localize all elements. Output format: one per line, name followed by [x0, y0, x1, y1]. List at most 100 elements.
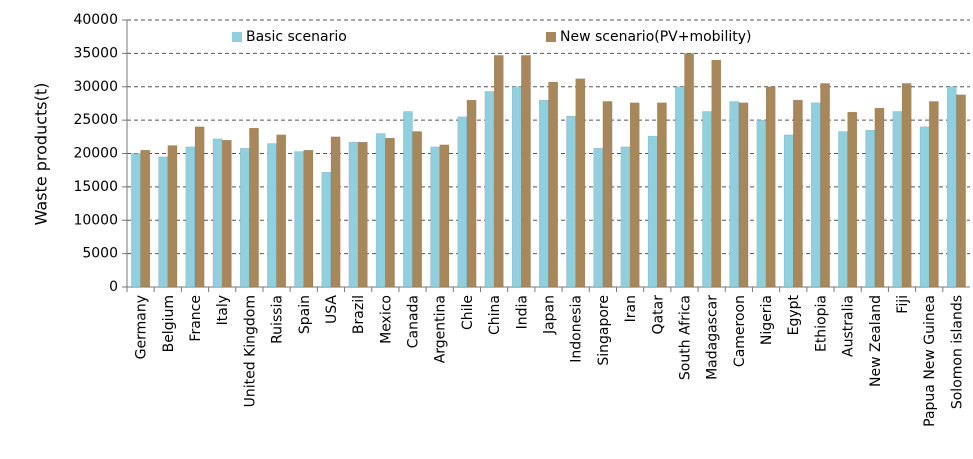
bar	[457, 116, 468, 288]
x-tick-label: Nigeria	[759, 295, 775, 345]
bar	[131, 153, 141, 288]
bar	[919, 126, 930, 288]
x-tick-label: Germany	[134, 295, 150, 359]
bar	[820, 83, 830, 288]
bar	[140, 149, 151, 288]
bar	[330, 136, 341, 288]
bar	[484, 91, 495, 288]
bar	[221, 139, 232, 288]
legend-label: Basic scenario	[246, 29, 347, 45]
bar	[629, 102, 640, 288]
y-tick-label: 20000	[73, 146, 118, 162]
x-tick-label: Cameroon	[732, 295, 748, 367]
x-tick-label: Papua New Guinea	[922, 295, 938, 427]
bar	[249, 127, 259, 288]
bar	[321, 171, 332, 288]
bar	[439, 144, 450, 288]
bar	[838, 131, 848, 288]
y-tick-label: 35000	[73, 45, 118, 61]
x-tick-label: China	[487, 295, 503, 335]
bar	[385, 137, 395, 288]
bar	[239, 147, 250, 288]
bar	[865, 129, 876, 288]
x-tick-label: Ruissia	[270, 295, 286, 344]
x-tick-label: Australia	[841, 295, 857, 357]
y-axis-label: Waste products(t)	[32, 83, 51, 226]
bar	[511, 86, 522, 288]
legend-swatch	[232, 32, 242, 42]
bar	[194, 126, 205, 288]
x-tick-label: Canada	[406, 295, 422, 348]
bar	[158, 156, 169, 288]
x-tick-label: India	[514, 295, 530, 329]
x-tick-label: Italy	[215, 295, 231, 325]
y-tick-label: 10000	[73, 212, 118, 228]
x-tick-label: Japan	[542, 295, 558, 335]
x-tick-label: Belgium	[161, 295, 177, 352]
x-tick-label: Brazil	[351, 295, 367, 334]
y-tick-label: 40000	[73, 12, 118, 28]
bar	[783, 134, 794, 288]
bar	[412, 131, 423, 288]
legend-swatch	[546, 32, 556, 42]
bar	[575, 78, 586, 288]
bar	[185, 146, 196, 288]
bar	[267, 143, 277, 288]
x-tick-label: South Africa	[677, 295, 693, 380]
x-tick-label: Indonesia	[569, 295, 585, 363]
bar	[493, 55, 504, 288]
bar	[548, 81, 558, 288]
bar	[756, 119, 767, 288]
x-tick-label: Singapore	[596, 295, 612, 366]
bar	[620, 146, 631, 288]
bar	[847, 111, 858, 288]
bar	[792, 99, 803, 288]
x-tick-label: Iran	[623, 295, 639, 322]
x-tick-label: United Kingdom	[242, 295, 258, 407]
bar	[657, 102, 667, 288]
bar	[892, 111, 903, 288]
x-tick-label: France	[188, 295, 204, 342]
bar	[729, 101, 740, 288]
x-tick-label: Spain	[297, 295, 313, 334]
x-tick-label: USA	[324, 295, 340, 324]
bar	[901, 83, 912, 288]
x-tick-label: Solomon islands	[949, 295, 965, 409]
bar	[294, 151, 305, 288]
bar	[403, 111, 413, 288]
x-tick-label: New Zealand	[868, 295, 884, 387]
bar	[375, 133, 386, 288]
bar	[684, 53, 694, 288]
bar	[539, 99, 549, 288]
bar	[521, 55, 531, 288]
y-tick-label: 5000	[82, 246, 118, 262]
x-tick-label: Fiji	[895, 295, 911, 314]
bar	[647, 135, 658, 288]
bar	[303, 149, 314, 288]
y-tick-label: 25000	[73, 112, 118, 128]
bar	[276, 134, 287, 288]
x-tick-label: Madagascar	[705, 295, 721, 380]
bar	[566, 115, 576, 288]
bar	[874, 107, 885, 288]
x-tick-label: Argentina	[433, 295, 449, 363]
x-tick-label: Ethiopia	[813, 295, 829, 352]
legend-label: New scenario(PV+mobility)	[560, 29, 751, 45]
x-tick-label: Chile	[460, 295, 476, 330]
y-tick-label: 0	[109, 279, 118, 295]
bar	[593, 147, 604, 288]
x-tick-label: Mexico	[378, 295, 394, 344]
bar	[212, 138, 223, 288]
y-tick-label: 30000	[73, 79, 118, 95]
bar	[711, 59, 722, 288]
bar	[738, 102, 749, 288]
bar	[466, 99, 477, 288]
bar	[430, 146, 440, 288]
bar	[810, 102, 821, 288]
bar	[357, 141, 368, 288]
bar	[946, 86, 957, 288]
bar	[602, 101, 613, 288]
bar	[765, 86, 776, 288]
bar	[928, 101, 939, 288]
